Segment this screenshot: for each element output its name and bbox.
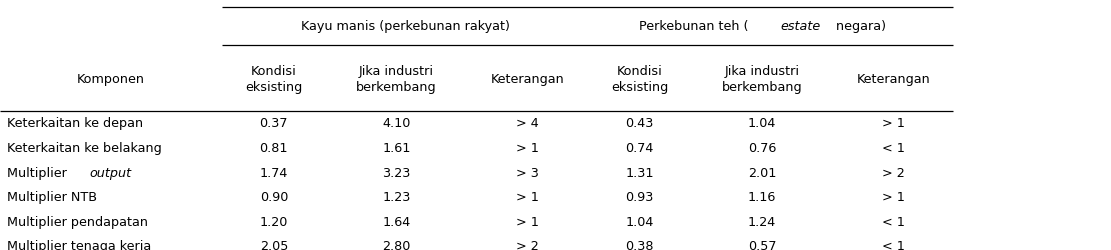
- Text: 0.74: 0.74: [625, 142, 653, 154]
- Text: Jika industri
berkembang: Jika industri berkembang: [722, 64, 802, 93]
- Text: 0.38: 0.38: [625, 240, 653, 250]
- Text: 3.23: 3.23: [382, 166, 411, 179]
- Text: > 1: > 1: [517, 142, 539, 154]
- Text: 0.90: 0.90: [260, 190, 288, 203]
- Text: 0.93: 0.93: [625, 190, 653, 203]
- Text: Multiplier: Multiplier: [7, 166, 70, 179]
- Text: 1.16: 1.16: [748, 190, 777, 203]
- Text: 0.81: 0.81: [260, 142, 288, 154]
- Text: 1.61: 1.61: [382, 142, 411, 154]
- Text: output: output: [89, 166, 131, 179]
- Text: 2.05: 2.05: [260, 240, 288, 250]
- Text: > 4: > 4: [517, 117, 539, 130]
- Text: 2.01: 2.01: [748, 166, 777, 179]
- Text: negara): negara): [832, 20, 887, 33]
- Text: < 1: < 1: [882, 142, 904, 154]
- Text: 1.23: 1.23: [382, 190, 411, 203]
- Text: > 1: > 1: [517, 215, 539, 228]
- Text: > 1: > 1: [517, 190, 539, 203]
- Text: Keterkaitan ke belakang: Keterkaitan ke belakang: [7, 142, 161, 154]
- Text: estate: estate: [780, 20, 821, 33]
- Text: Komponen: Komponen: [77, 72, 146, 85]
- Text: 0.76: 0.76: [748, 142, 777, 154]
- Text: > 2: > 2: [882, 166, 904, 179]
- Text: 1.24: 1.24: [748, 215, 777, 228]
- Text: 2.80: 2.80: [382, 240, 411, 250]
- Text: Keterangan: Keterangan: [491, 72, 564, 85]
- Text: Keterangan: Keterangan: [857, 72, 930, 85]
- Text: 1.20: 1.20: [260, 215, 288, 228]
- Text: Perkebunan teh (: Perkebunan teh (: [639, 20, 749, 33]
- Text: < 1: < 1: [882, 215, 904, 228]
- Text: Jika industri
berkembang: Jika industri berkembang: [357, 64, 437, 93]
- Text: 1.74: 1.74: [260, 166, 288, 179]
- Text: 0.57: 0.57: [748, 240, 777, 250]
- Text: Kayu manis (perkebunan rakyat): Kayu manis (perkebunan rakyat): [300, 20, 510, 33]
- Text: > 1: > 1: [882, 190, 904, 203]
- Text: 1.31: 1.31: [625, 166, 653, 179]
- Text: 0.43: 0.43: [625, 117, 653, 130]
- Text: Multiplier NTB: Multiplier NTB: [7, 190, 97, 203]
- Text: 0.37: 0.37: [260, 117, 288, 130]
- Text: < 1: < 1: [882, 240, 904, 250]
- Text: Multiplier pendapatan: Multiplier pendapatan: [7, 215, 148, 228]
- Text: > 2: > 2: [517, 240, 539, 250]
- Text: 1.04: 1.04: [748, 117, 777, 130]
- Text: 1.04: 1.04: [625, 215, 653, 228]
- Text: 1.64: 1.64: [382, 215, 411, 228]
- Text: > 1: > 1: [882, 117, 904, 130]
- Text: > 3: > 3: [517, 166, 539, 179]
- Text: 4.10: 4.10: [382, 117, 411, 130]
- Text: Kondisi
eksisting: Kondisi eksisting: [246, 64, 302, 93]
- Text: Keterkaitan ke depan: Keterkaitan ke depan: [7, 117, 143, 130]
- Text: Multiplier tenaga kerja: Multiplier tenaga kerja: [7, 240, 151, 250]
- Text: Kondisi
eksisting: Kondisi eksisting: [611, 64, 668, 93]
